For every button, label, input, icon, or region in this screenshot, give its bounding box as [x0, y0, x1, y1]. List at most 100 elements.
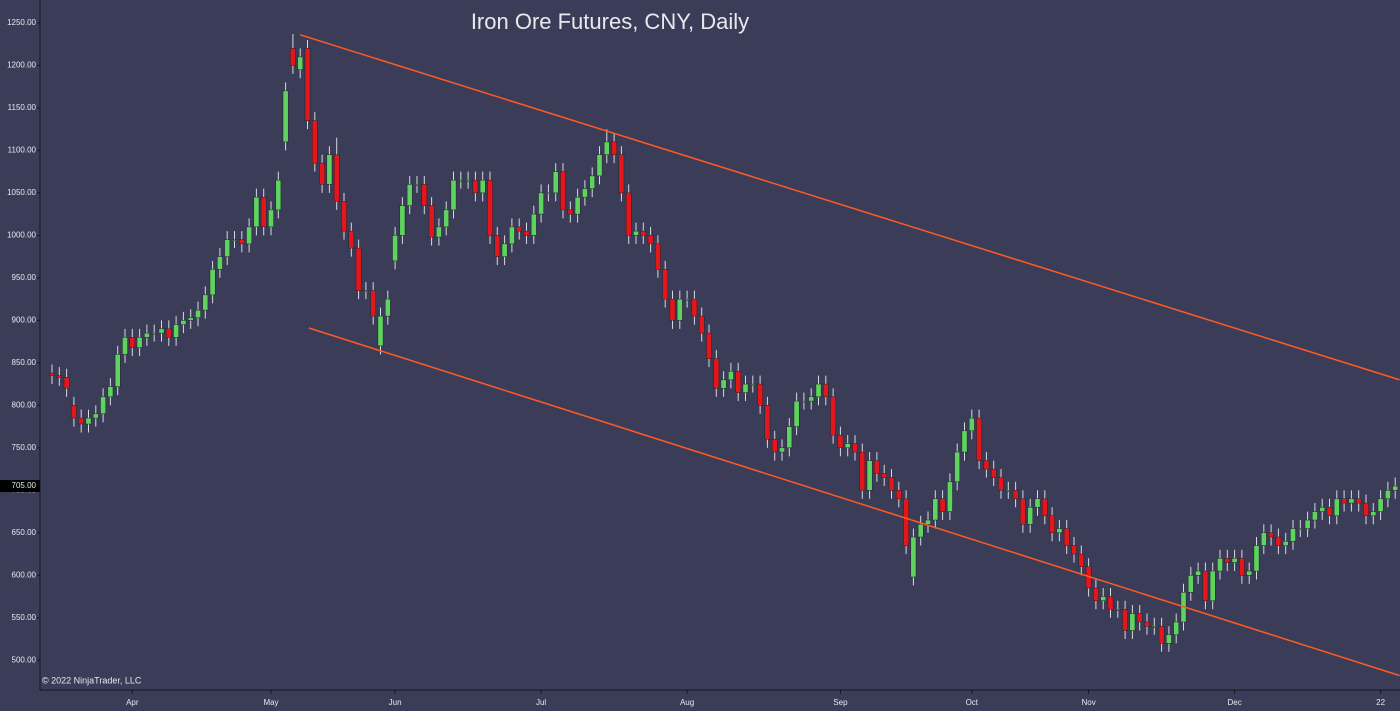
candle-body: [384, 298, 391, 317]
candle-body: [793, 400, 800, 427]
x-tick-label: May: [263, 698, 278, 707]
candle-body: [1341, 498, 1347, 504]
candle-body: [56, 375, 63, 378]
candle-body: [1370, 511, 1377, 517]
x-tick-label: Jun: [389, 698, 402, 707]
candle-body: [976, 417, 982, 461]
candle-body: [1005, 490, 1012, 492]
candle-body: [49, 372, 55, 376]
candle-body: [165, 328, 172, 338]
x-tick-label: Jul: [536, 698, 546, 707]
candle-body: [1260, 532, 1267, 546]
candle-body: [1217, 558, 1223, 572]
candle-body: [603, 141, 610, 155]
candle-body: [1012, 490, 1019, 500]
candle-body: [238, 239, 245, 245]
candle-body: [457, 179, 464, 182]
candle-body: [530, 213, 537, 236]
candle-body: [954, 451, 961, 483]
candle-body: [370, 290, 377, 317]
candle-body: [1187, 575, 1194, 593]
candle-body: [852, 443, 858, 453]
y-tick-label: 900.00: [12, 315, 37, 324]
candle-body: [195, 309, 201, 319]
candle-body: [231, 239, 238, 241]
candle-body: [297, 56, 304, 70]
candle-body: [801, 400, 807, 403]
trendline: [299, 34, 1400, 381]
x-tick-label: Nov: [1081, 698, 1095, 707]
candle-body: [523, 230, 530, 236]
candle-body: [1385, 490, 1391, 500]
candle-body: [122, 337, 128, 355]
y-tick-label: 1200.00: [7, 61, 36, 70]
candle-body: [1377, 498, 1384, 512]
candle-body: [917, 524, 924, 538]
candle-body: [516, 226, 523, 232]
y-tick-label: 1000.00: [7, 230, 36, 239]
candle-body: [895, 490, 902, 500]
y-tick-label: 1150.00: [8, 103, 37, 112]
y-tick-label: 1050.00: [7, 188, 36, 197]
y-tick-label: 850.00: [12, 358, 37, 367]
candle-body: [1129, 613, 1136, 631]
candle-body: [757, 383, 763, 406]
candle-body: [633, 230, 639, 236]
candle-body: [874, 460, 880, 474]
candle-body: [114, 354, 121, 387]
x-tick-label: Dec: [1227, 698, 1241, 707]
candle-body: [552, 171, 559, 194]
candle-body: [947, 481, 953, 512]
candle-body: [1253, 545, 1260, 572]
candle-body: [735, 371, 742, 393]
candle-body: [998, 477, 1004, 491]
candle-body: [684, 298, 690, 301]
candle-body: [1246, 570, 1253, 576]
candle-body: [326, 154, 333, 185]
candle-body: [625, 192, 632, 236]
last-price-label: 705.00: [12, 481, 37, 490]
candle-body: [1268, 532, 1274, 538]
candle-body: [450, 179, 457, 211]
candle-body: [866, 460, 873, 491]
candle-body: [728, 371, 734, 381]
candle-body: [1202, 570, 1209, 602]
candle-body: [545, 192, 552, 195]
y-tick-label: 950.00: [12, 273, 37, 282]
candle-body: [910, 536, 917, 578]
candle-body: [341, 201, 347, 232]
candle-body: [786, 426, 793, 449]
candle-body: [830, 396, 836, 436]
candle-body: [837, 434, 844, 449]
candle-body: [1173, 621, 1180, 636]
copyright: © 2022 NinjaTrader, LLC: [42, 675, 142, 685]
candle-body: [85, 417, 92, 425]
candle-body: [939, 498, 946, 512]
chart-title: Iron Ore Futures, CNY, Daily: [471, 9, 749, 34]
y-tick-label: 800.00: [12, 400, 37, 409]
candle-body: [129, 337, 136, 348]
x-tick-label: Apr: [126, 698, 139, 707]
candle-body: [1231, 558, 1238, 563]
candle-body: [611, 141, 617, 155]
candle-body: [509, 226, 515, 245]
candle-body: [1144, 621, 1150, 627]
candle-body: [698, 315, 705, 334]
y-tick-label: 1250.00: [7, 18, 36, 27]
candle-body: [1151, 626, 1158, 628]
candle-body: [1333, 498, 1340, 517]
candle-body: [1195, 570, 1201, 576]
candle-body: [1027, 507, 1034, 525]
candle-body: [574, 196, 581, 215]
candle-body: [968, 417, 975, 432]
candle-body: [487, 179, 493, 236]
candle-body: [749, 383, 756, 386]
candle-body: [844, 443, 851, 449]
candle-body: [275, 179, 282, 211]
candle-body: [136, 337, 143, 348]
candle-body: [224, 239, 231, 257]
candle-body: [209, 269, 216, 296]
candle-body: [479, 179, 486, 194]
candle-body: [465, 179, 471, 182]
candle-body: [1209, 570, 1216, 602]
